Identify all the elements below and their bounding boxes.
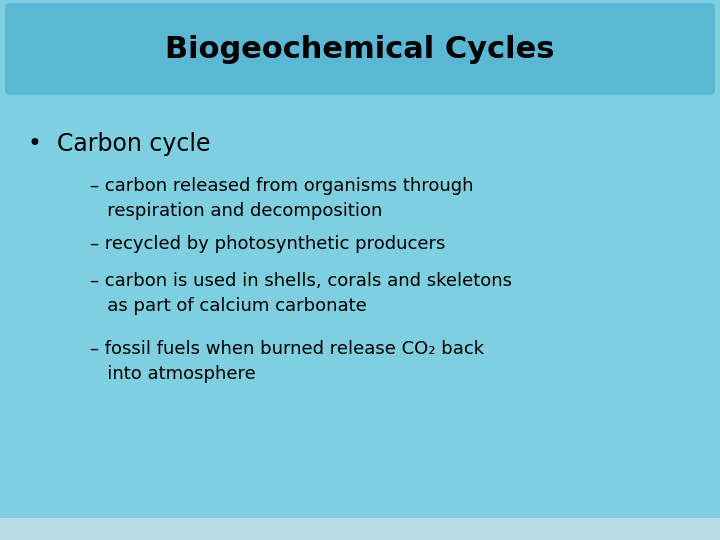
Text: – fossil fuels when burned release CO₂ back
   into atmosphere: – fossil fuels when burned release CO₂ b…	[90, 340, 484, 383]
Text: – recycled by photosynthetic producers: – recycled by photosynthetic producers	[90, 235, 446, 253]
FancyBboxPatch shape	[5, 3, 715, 95]
Text: – carbon is used in shells, corals and skeletons
   as part of calcium carbonate: – carbon is used in shells, corals and s…	[90, 272, 512, 315]
Text: Biogeochemical Cycles: Biogeochemical Cycles	[166, 35, 554, 64]
Text: •  Carbon cycle: • Carbon cycle	[28, 132, 210, 156]
Text: – carbon released from organisms through
   respiration and decomposition: – carbon released from organisms through…	[90, 177, 474, 220]
Bar	[0, 518, 720, 540]
